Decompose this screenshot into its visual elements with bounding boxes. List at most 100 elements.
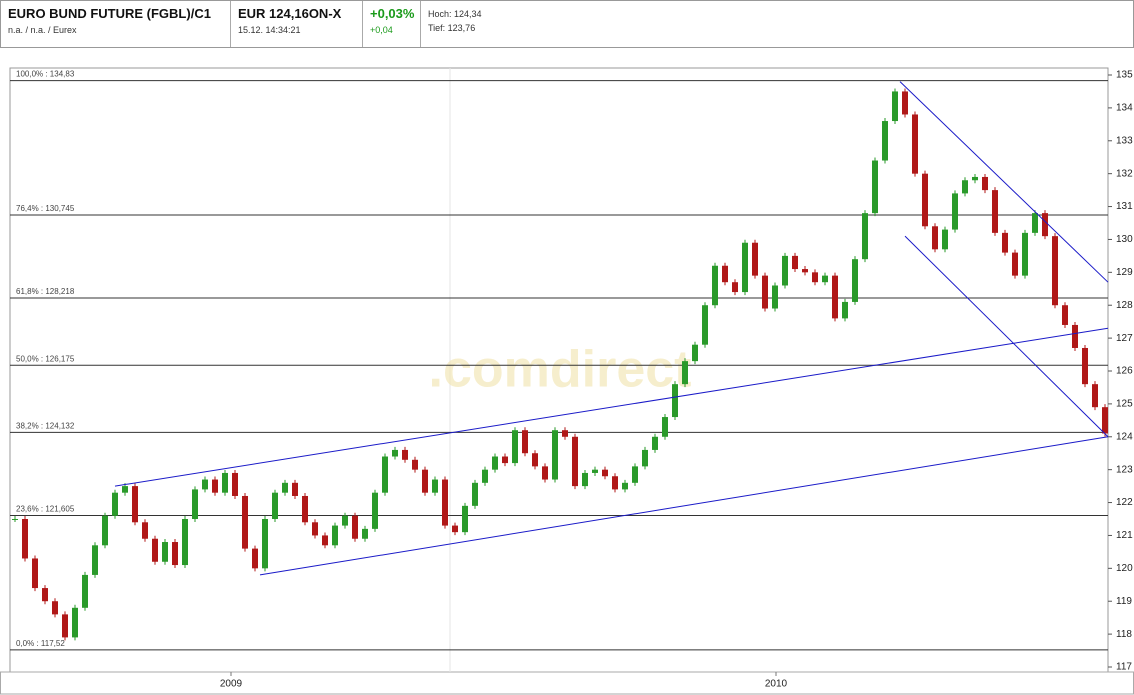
candle (722, 265, 728, 283)
candle (742, 242, 748, 293)
candle (422, 469, 428, 493)
candle (1052, 236, 1058, 306)
candle (782, 255, 788, 286)
candle (872, 160, 878, 214)
candle (12, 519, 18, 520)
fib-label: 76,4% : 130,745 (16, 204, 75, 213)
candle (42, 588, 48, 602)
candle (1042, 213, 1048, 237)
candle (642, 449, 648, 467)
candle (342, 515, 348, 526)
change-pct: +0,03% (370, 6, 415, 21)
candle (882, 121, 888, 161)
candle (262, 519, 268, 569)
candle (212, 479, 218, 493)
candle (612, 476, 618, 490)
candle (592, 469, 598, 473)
range-cell: Hoch: 124,34 Tief: 123,76 (421, 1, 1133, 47)
candle (312, 522, 318, 536)
y-tick-label: 129 (1116, 267, 1133, 278)
candle (582, 472, 588, 487)
y-tick-label: 120 (1116, 563, 1133, 574)
candle (982, 176, 988, 191)
candle (902, 91, 908, 115)
candle (222, 472, 228, 493)
fib-label: 61,8% : 128,218 (16, 287, 75, 296)
fib-label: 38,2% : 124,132 (16, 422, 75, 431)
trendline (899, 81, 1109, 283)
candle (712, 265, 718, 306)
instrument-name: EURO BUND FUTURE (FGBL)/C1 (8, 6, 211, 21)
candle (202, 479, 208, 490)
candle (252, 548, 258, 569)
candle (952, 193, 958, 230)
candle (832, 275, 838, 319)
candle (772, 285, 778, 309)
trendline (114, 327, 1109, 487)
trendline (259, 436, 1109, 576)
candle (922, 173, 928, 227)
candle (92, 545, 98, 575)
candle (162, 542, 168, 562)
y-tick-label: 123 (1116, 464, 1133, 475)
y-tick-label: 128 (1116, 300, 1133, 311)
x-axis-frame (0, 671, 1134, 695)
watermark: .comdirect (429, 341, 692, 399)
candle (502, 456, 508, 464)
candle (172, 542, 178, 566)
candle (302, 495, 308, 523)
candle (242, 495, 248, 549)
candle (482, 469, 488, 483)
header: EURO BUND FUTURE (FGBL)/C1 n.a. / n.a. /… (0, 0, 1134, 48)
chart: .comdirect 117 118 119 120 121 122 123 124 125 12… (0, 67, 1134, 695)
fib-label: 50,0% : 126,175 (16, 354, 75, 363)
candle (522, 430, 528, 454)
candle (1092, 384, 1098, 408)
candle (382, 456, 388, 493)
instrument-cell: EURO BUND FUTURE (FGBL)/C1 n.a. / n.a. /… (1, 1, 231, 47)
candle (1002, 232, 1008, 253)
candle (862, 213, 868, 260)
candle (1072, 324, 1078, 348)
candle (622, 482, 628, 490)
instrument-info: n.a. / n.a. / Eurex (8, 25, 77, 35)
candle (62, 614, 68, 638)
candle (272, 492, 278, 519)
fib-label: 0,0% : 117,52 (16, 639, 65, 648)
candle (1032, 213, 1038, 233)
candle (362, 528, 368, 539)
candle (962, 180, 968, 194)
candle (492, 456, 498, 470)
candle (412, 459, 418, 470)
candle (1102, 407, 1108, 434)
candle (282, 482, 288, 493)
candle (732, 282, 738, 293)
candle (1082, 347, 1088, 385)
candle (802, 269, 808, 273)
y-tick-label: 126 (1116, 366, 1133, 377)
candle (22, 519, 28, 559)
trendline (904, 235, 1109, 438)
candle (822, 275, 828, 283)
candle (572, 436, 578, 487)
candle (652, 436, 658, 450)
candle (532, 453, 538, 467)
candle (112, 492, 118, 516)
candle (432, 479, 438, 493)
candle (152, 538, 158, 562)
change-abs: +0,04 (370, 25, 393, 35)
candle (512, 430, 518, 464)
y-tick-label: 119 (1116, 596, 1132, 607)
y-tick-label: 131 (1116, 201, 1133, 212)
candle (892, 91, 898, 122)
x-tick-label: 2009 (220, 679, 243, 690)
low: Tief: 123,76 (428, 23, 476, 33)
plot-frame (9, 67, 1109, 673)
price-cell: EUR 124,16ON-X 15.12. 14:34:21 (231, 1, 363, 47)
candle (632, 466, 638, 483)
candle (662, 417, 668, 437)
candle (232, 472, 238, 496)
candle (562, 430, 568, 437)
candle (472, 482, 478, 506)
